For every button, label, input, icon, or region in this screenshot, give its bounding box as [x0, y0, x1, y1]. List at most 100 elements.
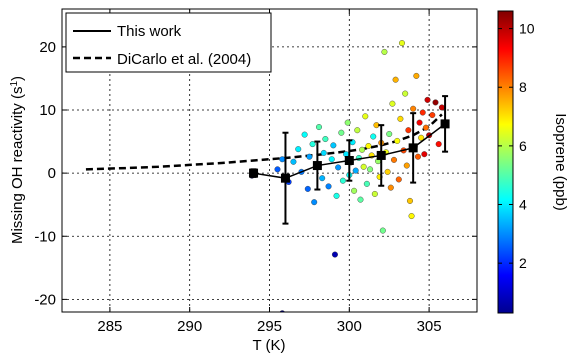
x-tick-label: 295 [257, 318, 282, 335]
scatter-point [381, 48, 388, 55]
y-axis-label-superscript: 1 [9, 81, 20, 87]
scatter-point [424, 96, 431, 103]
x-tick-label: 285 [97, 318, 122, 335]
x-axis-label: T (K) [252, 337, 285, 354]
scatter-point [367, 166, 374, 173]
scatter-point [359, 146, 366, 153]
scatter-point [389, 100, 396, 107]
scatter-point [338, 129, 345, 136]
legend-label-this-work: This work [117, 23, 182, 40]
scatter-point [335, 164, 342, 171]
scatter-point [351, 187, 358, 194]
this-work-marker [312, 161, 322, 171]
scatter-point [387, 184, 394, 191]
scatter-point [435, 141, 442, 148]
legend-box [65, 12, 272, 73]
scatter-point [290, 158, 297, 165]
scatter-point [402, 90, 409, 97]
scatter-point [279, 310, 285, 312]
scatter-point [384, 168, 391, 175]
scatter-point [328, 156, 335, 163]
colorbar-tick-label: 4 [519, 197, 527, 213]
y-axis-label: Missing OH reactivity (s1) [9, 76, 27, 244]
this-work-layer [249, 95, 450, 225]
y-tick-label: -10 [34, 228, 56, 245]
scatter-point [365, 142, 372, 149]
scatter-point [371, 190, 378, 197]
scatter-point [279, 156, 286, 163]
scatter-point [438, 104, 445, 111]
legend: This work DiCarlo et al. (2004) [65, 12, 272, 73]
scatter-point [352, 167, 359, 174]
colorbar-tick-label: 2 [519, 255, 527, 271]
y-tick-label: 10 [39, 102, 56, 119]
x-tick-label: 290 [177, 318, 202, 335]
scatter-point [405, 127, 412, 134]
scatter-point [331, 251, 338, 258]
scatter-point [274, 166, 281, 173]
scatter-point [398, 40, 405, 47]
scatter-point [413, 72, 420, 79]
scatter-point [370, 133, 377, 140]
y-tick-label: 0 [48, 165, 56, 182]
scatter-point [322, 136, 329, 143]
scatter-point [362, 113, 369, 120]
y-tick-label: -20 [34, 291, 56, 308]
scatter-point [392, 76, 399, 83]
scatter-point [410, 105, 417, 112]
scatter-point [432, 99, 439, 106]
colorbar [497, 10, 514, 314]
scatter-point [295, 146, 302, 153]
y-tick-label: 20 [39, 39, 56, 56]
colorbar-ticks: 2 4 6 8 10 [498, 21, 535, 271]
scatter-point [333, 192, 340, 199]
scatter-point [319, 175, 326, 182]
scatter-point [301, 131, 308, 138]
dicarlo-curve-layer [85, 113, 443, 171]
dicarlo-curve [85, 113, 443, 171]
scatter-point [391, 156, 398, 163]
this-work-marker [440, 119, 450, 129]
scatter-point [394, 137, 401, 144]
scatter-point [386, 130, 393, 137]
scatter-point [418, 134, 425, 141]
scatter-point [320, 149, 327, 156]
scatter-point [304, 185, 311, 192]
scatter-point [311, 199, 318, 206]
this-work-marker [344, 156, 354, 165]
scatter-point [325, 183, 332, 190]
scatter-point [309, 141, 316, 148]
scatter-point [354, 127, 361, 134]
x-tick-label: 300 [337, 318, 362, 335]
scatter-point [414, 153, 421, 160]
scatter-point [344, 119, 351, 126]
scatter-point [408, 213, 415, 220]
this-work-marker [249, 168, 259, 178]
scatter-point [397, 115, 404, 122]
this-work-marker [280, 173, 290, 183]
x-tick-label: 305 [417, 318, 442, 335]
scatter-point [357, 196, 364, 203]
scatter-point [395, 176, 402, 183]
scatter-point [379, 227, 386, 234]
scatter-point [406, 197, 413, 204]
scatter-point [422, 124, 429, 131]
scatter-point [403, 162, 410, 169]
this-work-marker [376, 150, 386, 160]
scatter-point [339, 177, 346, 184]
scatter-point [306, 153, 313, 160]
legend-label-dicarlo: DiCarlo et al. (2004) [117, 51, 251, 68]
colorbar-tick-label: 10 [519, 21, 535, 37]
scatter-point [363, 180, 370, 187]
colorbar-tick-label: 8 [519, 79, 527, 95]
scatter-point [315, 124, 322, 131]
colorbar-tick-label: 6 [519, 138, 527, 154]
scatter-point [429, 112, 436, 119]
scatter-point [421, 151, 428, 158]
colorbar-label: Isoprene (ppb) [552, 113, 569, 211]
scatter-point [330, 142, 337, 149]
scatter-point [419, 109, 426, 116]
scatter-point [416, 119, 423, 126]
scatter-point [360, 163, 367, 170]
